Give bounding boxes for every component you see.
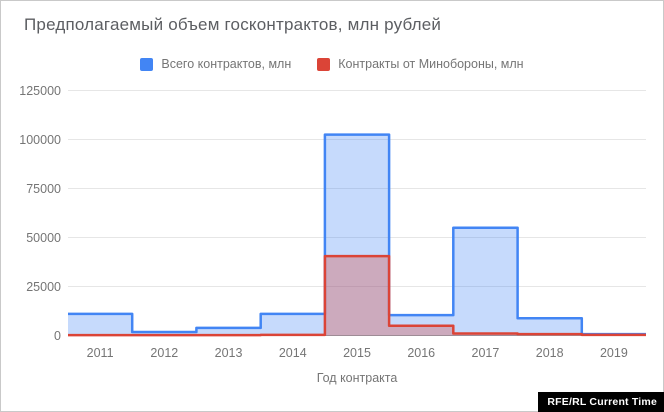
series-area-1 — [68, 256, 646, 336]
legend-swatch-mod — [317, 57, 331, 71]
legend-label-total: Всего контрактов, млн — [161, 57, 292, 71]
legend-item-mod: Контракты от Минобороны, млн — [317, 57, 524, 71]
x-axis-title: Год контракта — [317, 371, 398, 385]
y-tick-label: 50000 — [26, 231, 61, 245]
legend-item-total: Всего контрактов, млн — [140, 57, 291, 71]
series-line-1 — [68, 254, 646, 337]
y-tick-label: 125000 — [19, 84, 61, 98]
y-tick-label: 0 — [54, 329, 61, 343]
y-tick-label: 75000 — [26, 182, 61, 196]
series-line-0 — [68, 133, 646, 336]
x-tick-label: 2017 — [472, 346, 500, 360]
x-tick-label: 2019 — [600, 346, 628, 360]
series-area-0 — [68, 134, 646, 336]
legend-label-mod: Контракты от Минобороны, млн — [338, 57, 524, 71]
legend: Всего контрактов, млн Контракты от Миноб… — [0, 57, 664, 71]
y-tick-label: 25000 — [26, 280, 61, 294]
x-tick-label: 2013 — [215, 346, 243, 360]
x-tick-label: 2012 — [150, 346, 178, 360]
legend-swatch-total — [140, 57, 154, 71]
x-tick-label: 2018 — [536, 346, 564, 360]
chart-title: Предполагаемый объем госконтрактов, млн … — [24, 15, 442, 34]
x-tick-label: 2016 — [407, 346, 435, 360]
watermark-badge: RFE/RL Current Time — [538, 392, 664, 412]
x-tick-label: 2015 — [343, 346, 371, 360]
x-tick-label: 2014 — [279, 346, 307, 360]
y-tick-label: 100000 — [19, 133, 61, 147]
x-tick-label: 2011 — [87, 346, 114, 360]
